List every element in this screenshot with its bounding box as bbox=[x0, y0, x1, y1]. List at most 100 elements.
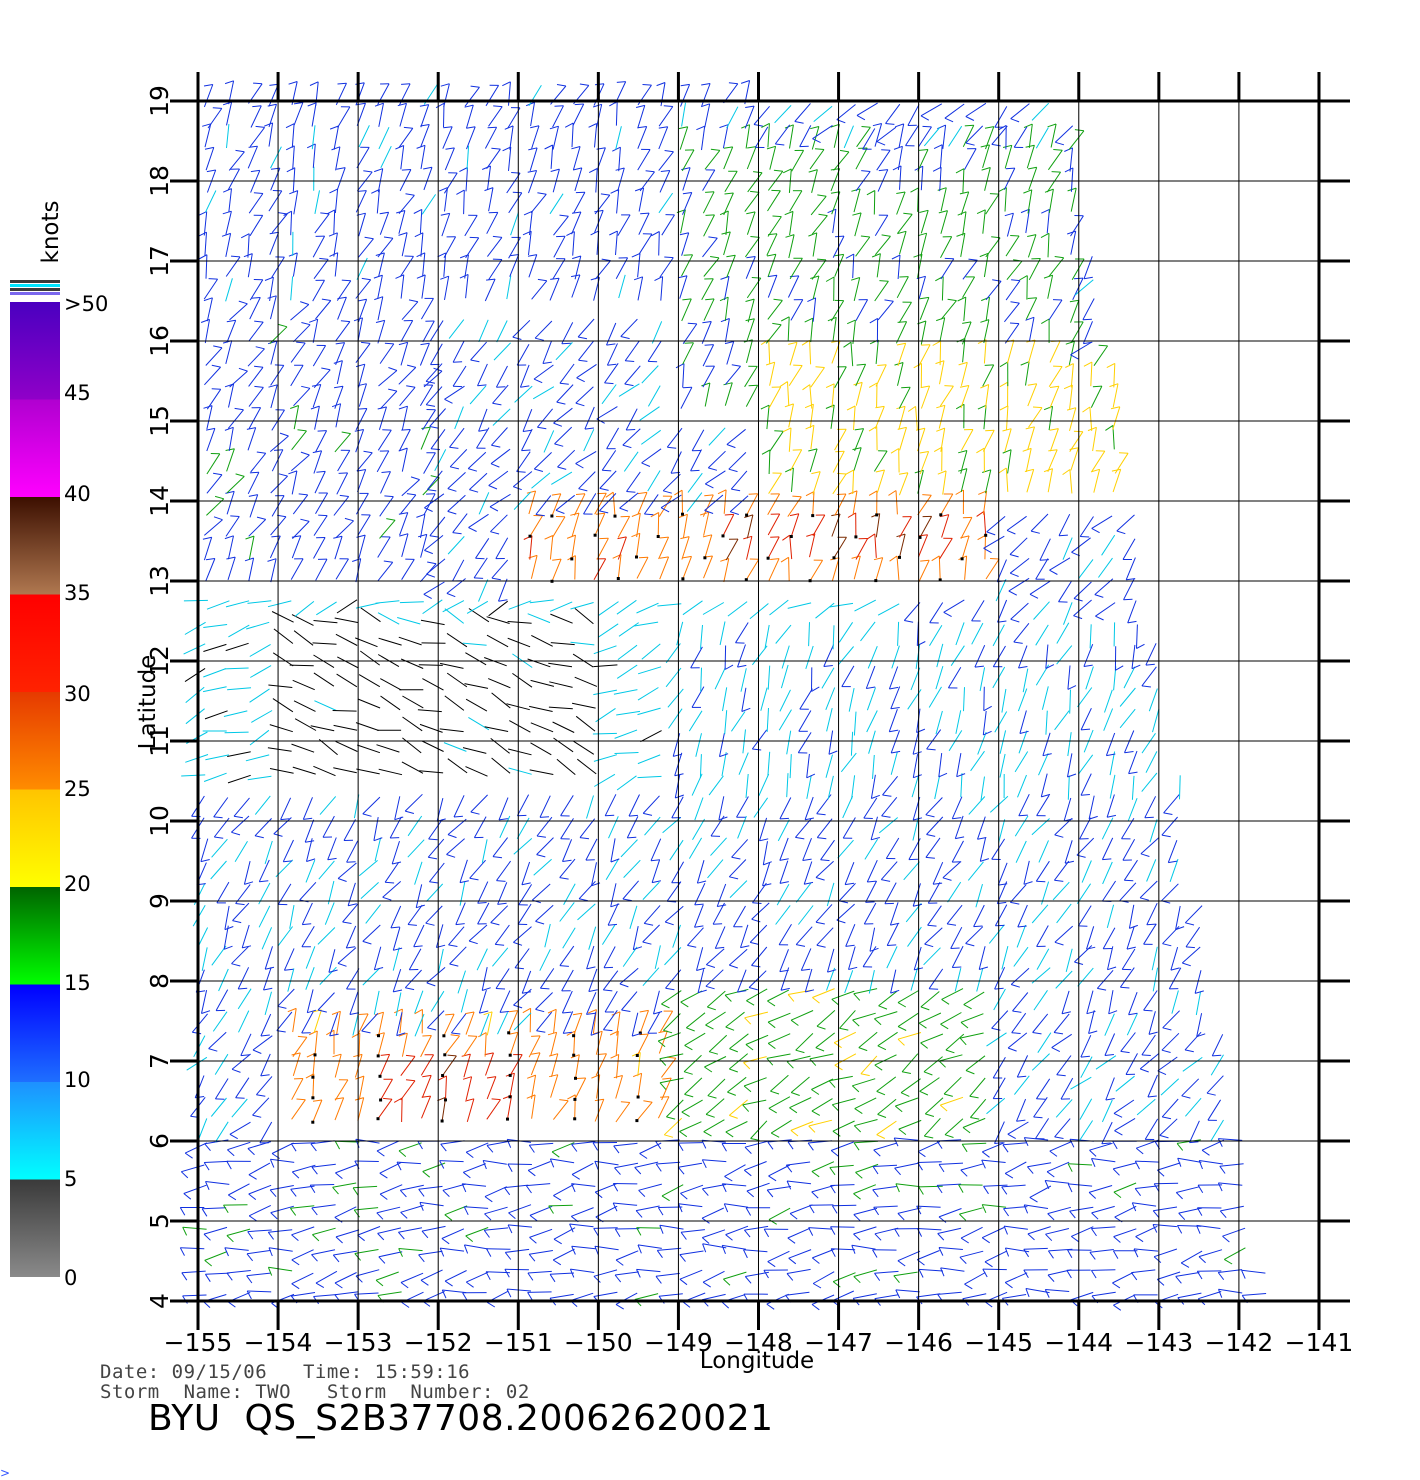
wind-barb-flag bbox=[792, 495, 802, 498]
wind-barb bbox=[1112, 406, 1121, 430]
wind-barb-flag bbox=[302, 923, 312, 926]
wind-barb bbox=[852, 1012, 876, 1021]
wind-barb bbox=[658, 496, 673, 517]
rain-flag bbox=[656, 535, 660, 538]
wind-barb bbox=[1241, 1269, 1266, 1274]
wind-barb bbox=[832, 625, 835, 650]
wind-barb bbox=[978, 946, 986, 970]
wind-barb bbox=[312, 1227, 336, 1236]
wind-barb-flag bbox=[1004, 1172, 1014, 1179]
wind-barb bbox=[991, 125, 1008, 145]
wind-barb bbox=[400, 658, 424, 669]
wind-barb-flag bbox=[462, 1292, 468, 1301]
wind-barb-flag bbox=[296, 1098, 306, 1101]
wind-barb-flag bbox=[536, 835, 546, 838]
wind-barb bbox=[770, 1119, 792, 1134]
wind-barb bbox=[272, 652, 294, 667]
wind-barb bbox=[392, 947, 400, 971]
wind-barb bbox=[962, 1142, 987, 1145]
wind-barb-flag bbox=[1219, 1210, 1227, 1219]
wind-barb-flag bbox=[1112, 1140, 1118, 1150]
wind-barb bbox=[890, 686, 901, 709]
wind-barb bbox=[204, 710, 228, 720]
wind-barb bbox=[1023, 1247, 1048, 1250]
wind-barb-flag bbox=[200, 318, 210, 323]
wind-barb bbox=[462, 747, 487, 754]
wind-barb bbox=[898, 387, 911, 409]
wind-barb bbox=[494, 924, 510, 945]
wind-barb bbox=[682, 167, 691, 191]
wind-barb bbox=[805, 645, 814, 670]
wind-barb-flag bbox=[1129, 924, 1138, 929]
wind-barb bbox=[1069, 1206, 1094, 1212]
wind-barb-flag bbox=[571, 1183, 576, 1193]
wind-barb bbox=[816, 818, 833, 838]
wind-barb-flag bbox=[398, 1248, 403, 1257]
wind-barb-flag bbox=[998, 883, 1008, 886]
wind-barb-flag bbox=[528, 147, 538, 151]
wind-barb bbox=[860, 621, 876, 642]
wind-barb-flag bbox=[999, 405, 1009, 411]
wind-barb bbox=[682, 323, 698, 344]
wind-barb bbox=[812, 491, 815, 516]
wind-barb bbox=[806, 775, 812, 799]
wind-barb bbox=[986, 516, 1006, 533]
wind-barb bbox=[696, 860, 705, 884]
wind-barb bbox=[876, 150, 891, 171]
wind-barb bbox=[248, 387, 264, 407]
wind-barb bbox=[377, 1098, 393, 1119]
wind-barb-flag bbox=[875, 469, 885, 473]
wind-barb bbox=[238, 1010, 250, 1033]
wind-barb bbox=[929, 602, 944, 623]
wind-barb-flag bbox=[637, 126, 647, 129]
wind-barb bbox=[1175, 905, 1181, 930]
wind-barb-flag bbox=[900, 1092, 910, 1097]
wind-barb bbox=[960, 450, 968, 474]
wind-barb bbox=[1056, 1055, 1072, 1076]
wind-barb bbox=[477, 363, 488, 387]
wind-barb-flag bbox=[1112, 1168, 1120, 1176]
wind-barb bbox=[920, 210, 929, 234]
wind-barb-flag bbox=[1055, 141, 1065, 146]
wind-barb-flag bbox=[455, 923, 465, 926]
wind-barb-flag bbox=[980, 384, 989, 389]
wind-barb bbox=[615, 231, 618, 256]
wind-barb bbox=[810, 195, 827, 216]
wind-barb bbox=[492, 408, 511, 426]
wind-barb bbox=[789, 258, 803, 280]
wind-barb bbox=[623, 859, 641, 878]
wind-barb bbox=[513, 926, 532, 943]
wind-barb bbox=[701, 278, 714, 301]
wind-barb bbox=[1079, 516, 1094, 537]
wind-barb-flag bbox=[633, 1072, 642, 1078]
wind-barb bbox=[334, 189, 339, 214]
wind-barb-flag bbox=[203, 405, 213, 409]
wind-barb bbox=[985, 469, 992, 494]
wind-barb bbox=[1128, 750, 1138, 774]
wind-barb bbox=[619, 967, 639, 985]
wind-barb bbox=[484, 127, 498, 149]
wind-barb-flag bbox=[682, 1301, 691, 1308]
wind-barb bbox=[290, 365, 304, 387]
wind-barb-flag bbox=[725, 1131, 734, 1138]
wind-barb-flag bbox=[679, 1278, 688, 1286]
wind-barb-flag bbox=[470, 359, 480, 363]
wind-barb bbox=[324, 902, 335, 925]
wind-barb-flag bbox=[682, 192, 692, 195]
wind-barb-flag bbox=[926, 748, 936, 751]
wind-barb bbox=[203, 211, 208, 236]
wind-barb bbox=[514, 385, 533, 403]
wind-barb-flag bbox=[702, 1188, 709, 1196]
wind-barb bbox=[762, 862, 771, 886]
wind-barb bbox=[488, 678, 511, 689]
wind-barb bbox=[702, 1159, 727, 1163]
wind-barb-flag bbox=[731, 364, 741, 367]
wind-barb bbox=[836, 903, 855, 921]
wind-barb-flag bbox=[235, 149, 245, 153]
wind-barb bbox=[1069, 385, 1073, 409]
wind-barb-flag bbox=[1105, 424, 1114, 431]
wind-barb-flag bbox=[1065, 340, 1075, 345]
wind-barb-flag bbox=[1089, 1251, 1096, 1260]
colorbar-cap-3 bbox=[10, 292, 60, 295]
wind-barb bbox=[802, 838, 812, 861]
